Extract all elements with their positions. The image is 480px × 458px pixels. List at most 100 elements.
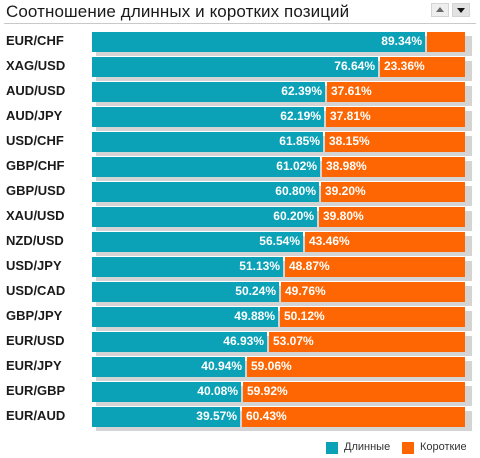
bar-long [92, 232, 303, 252]
category-label: GBP/USD [6, 183, 66, 198]
value-label-long: 49.88% [234, 309, 275, 323]
value-label-short: 59.92% [247, 384, 288, 398]
category-label: USD/CHF [6, 133, 64, 148]
bar-short [427, 32, 465, 52]
chart-row: EUR/USD 46.93% 53.07% [0, 330, 480, 356]
chart-row: USD/CAD 50.24% 49.76% [0, 280, 480, 306]
value-label-short: 39.80% [323, 209, 364, 223]
triangle-down-icon [457, 8, 465, 13]
chart-row: XAU/USD 60.20% 39.80% [0, 205, 480, 231]
value-label-short: 43.46% [309, 234, 350, 248]
value-label-short: 60.43% [246, 409, 287, 423]
value-label-short: 49.76% [285, 284, 326, 298]
legend-swatch-long [326, 442, 338, 454]
bar-short [247, 357, 465, 377]
value-label-short: 59.06% [251, 359, 292, 373]
value-label-short: 37.81% [330, 109, 371, 123]
bar-short [327, 82, 465, 102]
value-label-long: 39.57% [196, 409, 237, 423]
category-label: EUR/USD [6, 333, 65, 348]
bar-long [92, 32, 425, 52]
bar-short [285, 257, 465, 277]
bar-long [92, 257, 283, 277]
bar-long [92, 132, 323, 152]
sort-controls [431, 3, 471, 17]
bar-long [92, 282, 279, 302]
value-label-short: 23.36% [384, 59, 425, 73]
category-label: USD/JPY [6, 258, 62, 273]
legend-swatch-short [402, 442, 414, 454]
category-label: GBP/CHF [6, 158, 65, 173]
chart-row: AUD/USD 62.39% 37.61% [0, 80, 480, 106]
value-label-long: 46.93% [223, 334, 264, 348]
category-label: AUD/USD [6, 83, 66, 98]
legend-label-long: Длинные [344, 441, 391, 453]
category-label: EUR/GBP [6, 383, 66, 398]
category-label: EUR/CHF [6, 33, 64, 48]
bar-long [92, 182, 319, 202]
bar-short [326, 107, 465, 127]
chart-row: AUD/JPY 62.19% 37.81% [0, 105, 480, 131]
bar-short [281, 282, 465, 302]
bar-long [92, 357, 245, 377]
title-divider [4, 23, 476, 24]
sort-descending-button[interactable] [452, 3, 470, 17]
chart-row: EUR/AUD 39.57% 60.43% [0, 405, 480, 431]
value-label-long: 61.02% [276, 159, 317, 173]
chart-row: EUR/GBP 40.08% 59.92% [0, 380, 480, 406]
category-label: AUD/JPY [6, 108, 63, 123]
legend-label-short: Короткие [420, 441, 467, 453]
category-label: NZD/USD [6, 233, 64, 248]
value-label-long: 60.80% [275, 184, 316, 198]
category-label: EUR/AUD [6, 408, 66, 423]
bar-short [321, 182, 465, 202]
value-label-long: 50.24% [235, 284, 276, 298]
triangle-up-icon [436, 7, 444, 12]
value-label-short: 53.07% [273, 334, 314, 348]
value-label-long: 89.34% [381, 34, 422, 48]
bar-short [305, 232, 465, 252]
chart-row: XAG/USD 76.64% 23.36% [0, 55, 480, 81]
bar-long [92, 332, 267, 352]
bar-short [322, 157, 465, 177]
bar-short [319, 207, 465, 227]
value-label-short: 38.98% [326, 159, 367, 173]
value-label-long: 60.20% [273, 209, 314, 223]
chart-row: NZD/USD 56.54% 43.46% [0, 230, 480, 256]
bar-long [92, 57, 378, 77]
chart-row: USD/JPY 51.13% 48.87% [0, 255, 480, 281]
bar-long [92, 407, 240, 427]
sort-ascending-button[interactable] [431, 3, 449, 17]
bar-short [380, 57, 465, 77]
bar-long [92, 82, 325, 102]
bar-short [269, 332, 465, 352]
category-label: XAU/USD [6, 208, 65, 223]
bar-long [92, 107, 324, 127]
bar-long [92, 382, 241, 402]
value-label-short: 37.61% [331, 84, 372, 98]
chart-row: GBP/JPY 49.88% 50.12% [0, 305, 480, 331]
value-label-long: 40.08% [197, 384, 238, 398]
value-label-short: 50.12% [284, 309, 325, 323]
category-label: USD/CAD [6, 283, 66, 298]
bar-short [243, 382, 465, 402]
value-label-long: 76.64% [334, 59, 375, 73]
chart-row: EUR/JPY 40.94% 59.06% [0, 355, 480, 381]
bar-short [242, 407, 465, 427]
bar-short [280, 307, 465, 327]
chart-row: GBP/CHF 61.02% 38.98% [0, 155, 480, 181]
category-label: EUR/JPY [6, 358, 62, 373]
value-label-short: 48.87% [289, 259, 330, 273]
value-label-long: 62.39% [281, 84, 322, 98]
value-label-long: 56.54% [259, 234, 300, 248]
category-label: XAG/USD [6, 58, 66, 73]
category-label: GBP/JPY [6, 308, 63, 323]
bar-long [92, 307, 278, 327]
chart-row: GBP/USD 60.80% 39.20% [0, 180, 480, 206]
chart-row: EUR/CHF 89.34% [0, 30, 480, 56]
bar-long [92, 207, 317, 227]
value-label-short: 38.15% [329, 134, 370, 148]
value-label-long: 51.13% [239, 259, 280, 273]
bar-short [325, 132, 465, 152]
